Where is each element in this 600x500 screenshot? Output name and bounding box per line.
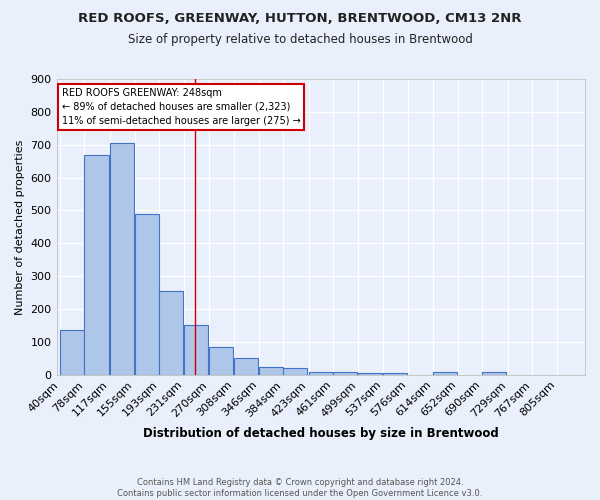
Text: RED ROOFS, GREENWAY, HUTTON, BRENTWOOD, CM13 2NR: RED ROOFS, GREENWAY, HUTTON, BRENTWOOD, …	[78, 12, 522, 26]
Bar	[134, 214, 158, 375]
Y-axis label: Number of detached properties: Number of detached properties	[15, 139, 25, 314]
Bar	[334, 372, 358, 375]
Bar	[159, 291, 183, 375]
Bar	[482, 372, 506, 375]
Text: Contains HM Land Registry data © Crown copyright and database right 2024.
Contai: Contains HM Land Registry data © Crown c…	[118, 478, 482, 498]
Text: Size of property relative to detached houses in Brentwood: Size of property relative to detached ho…	[128, 32, 472, 46]
Bar	[383, 373, 407, 375]
Bar	[309, 372, 333, 375]
Bar	[110, 143, 134, 375]
Text: RED ROOFS GREENWAY: 248sqm
← 89% of detached houses are smaller (2,323)
11% of s: RED ROOFS GREENWAY: 248sqm ← 89% of deta…	[62, 88, 301, 126]
Bar	[234, 358, 258, 375]
Bar	[259, 366, 283, 375]
Bar	[85, 154, 109, 375]
Bar	[358, 373, 382, 375]
Bar	[184, 325, 208, 375]
Bar	[209, 347, 233, 375]
X-axis label: Distribution of detached houses by size in Brentwood: Distribution of detached houses by size …	[143, 427, 499, 440]
Bar	[433, 372, 457, 375]
Bar	[283, 368, 307, 375]
Bar	[60, 330, 84, 375]
